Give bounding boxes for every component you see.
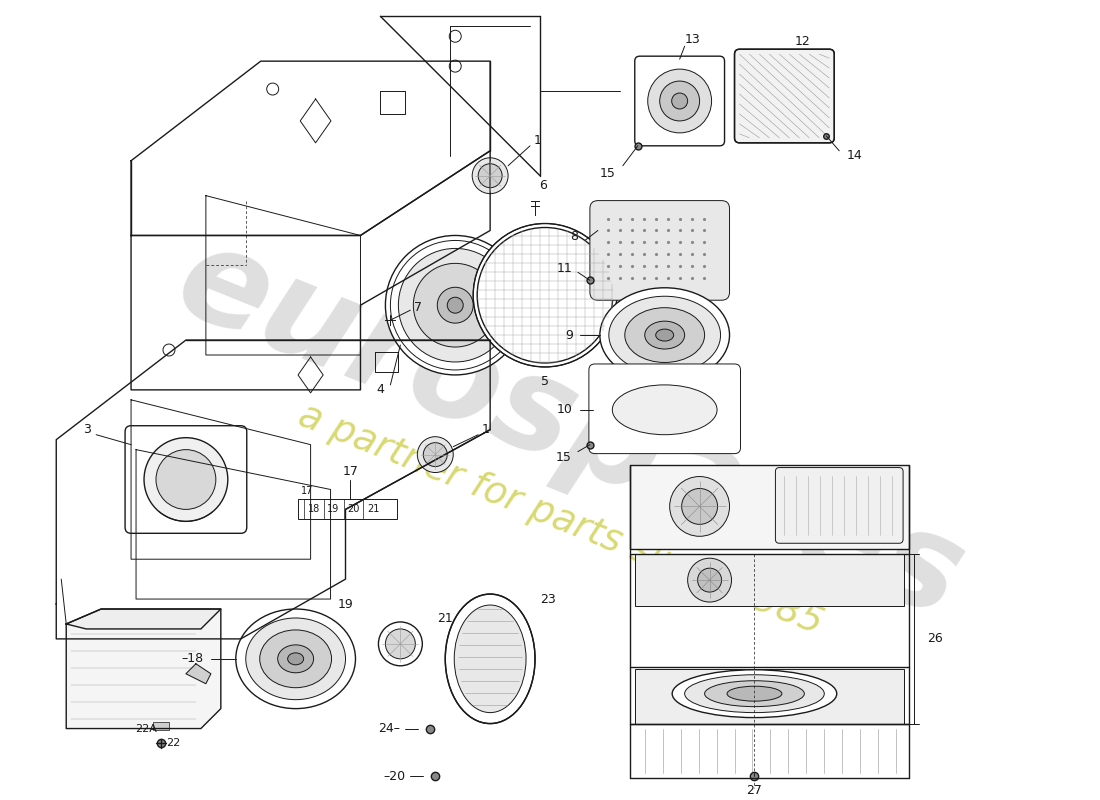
- Text: 12: 12: [794, 34, 810, 48]
- Ellipse shape: [613, 385, 717, 434]
- Circle shape: [660, 81, 700, 121]
- Ellipse shape: [684, 674, 824, 713]
- Polygon shape: [186, 664, 211, 684]
- Circle shape: [398, 249, 513, 362]
- Ellipse shape: [288, 653, 304, 665]
- Text: –20: –20: [383, 770, 406, 783]
- Circle shape: [438, 287, 473, 323]
- Circle shape: [472, 158, 508, 194]
- Ellipse shape: [454, 605, 526, 713]
- Text: 27: 27: [747, 784, 762, 797]
- Ellipse shape: [446, 594, 535, 723]
- Polygon shape: [66, 609, 221, 729]
- Text: 23: 23: [540, 593, 556, 606]
- Text: 18: 18: [308, 505, 320, 514]
- Text: 19: 19: [338, 598, 353, 610]
- Text: 15: 15: [600, 167, 616, 180]
- Ellipse shape: [600, 288, 729, 382]
- Circle shape: [688, 558, 732, 602]
- FancyBboxPatch shape: [630, 465, 909, 550]
- Ellipse shape: [656, 329, 673, 341]
- Text: eurospares: eurospares: [160, 214, 981, 645]
- Text: 9: 9: [565, 329, 573, 342]
- Ellipse shape: [727, 686, 782, 701]
- Circle shape: [417, 437, 453, 473]
- FancyBboxPatch shape: [776, 467, 903, 543]
- Circle shape: [670, 477, 729, 536]
- Ellipse shape: [277, 645, 313, 673]
- Text: 24–: 24–: [378, 722, 400, 735]
- Text: 1: 1: [535, 134, 542, 147]
- FancyBboxPatch shape: [590, 201, 729, 300]
- Bar: [153, 722, 169, 730]
- Circle shape: [385, 629, 416, 659]
- Text: 22: 22: [166, 738, 180, 749]
- FancyBboxPatch shape: [635, 669, 904, 723]
- Circle shape: [144, 438, 228, 522]
- Ellipse shape: [245, 618, 345, 700]
- Text: 5: 5: [541, 375, 549, 389]
- FancyBboxPatch shape: [635, 554, 904, 606]
- Circle shape: [424, 442, 448, 466]
- Ellipse shape: [705, 681, 804, 706]
- Ellipse shape: [625, 308, 705, 362]
- Text: 14: 14: [846, 150, 862, 162]
- Text: 17: 17: [301, 486, 314, 497]
- FancyBboxPatch shape: [125, 426, 246, 534]
- FancyBboxPatch shape: [735, 50, 834, 143]
- Ellipse shape: [608, 296, 720, 374]
- Text: 4: 4: [376, 383, 384, 396]
- Text: a partner for parts since 1985: a partner for parts since 1985: [293, 398, 827, 642]
- Circle shape: [385, 235, 525, 375]
- Text: –18: –18: [182, 652, 204, 666]
- Text: 3: 3: [84, 423, 91, 436]
- Circle shape: [378, 622, 422, 666]
- Circle shape: [648, 69, 712, 133]
- Text: 26: 26: [927, 632, 943, 646]
- Ellipse shape: [645, 321, 684, 349]
- Bar: [298, 499, 397, 519]
- Text: 6: 6: [539, 179, 547, 192]
- Text: 13: 13: [684, 33, 701, 46]
- FancyBboxPatch shape: [588, 364, 740, 454]
- Text: 22A: 22A: [135, 723, 157, 734]
- Circle shape: [478, 164, 502, 188]
- Ellipse shape: [672, 670, 837, 718]
- Text: 17: 17: [342, 465, 359, 478]
- Circle shape: [414, 263, 497, 347]
- Text: 8: 8: [570, 230, 578, 243]
- Circle shape: [156, 450, 216, 510]
- Polygon shape: [66, 609, 221, 629]
- Text: 15: 15: [557, 451, 572, 464]
- Text: 11: 11: [557, 262, 572, 275]
- Circle shape: [697, 568, 722, 592]
- Circle shape: [448, 298, 463, 313]
- FancyBboxPatch shape: [635, 56, 725, 146]
- Text: 7: 7: [415, 301, 422, 314]
- Text: 1: 1: [481, 423, 490, 436]
- Ellipse shape: [235, 609, 355, 709]
- Text: 21: 21: [367, 505, 380, 514]
- Text: 21: 21: [438, 613, 453, 626]
- Text: 20: 20: [348, 505, 360, 514]
- Text: 19: 19: [328, 505, 340, 514]
- Circle shape: [473, 223, 617, 367]
- Ellipse shape: [260, 630, 331, 688]
- Text: 10: 10: [557, 403, 573, 416]
- Circle shape: [672, 93, 688, 109]
- Circle shape: [682, 489, 717, 524]
